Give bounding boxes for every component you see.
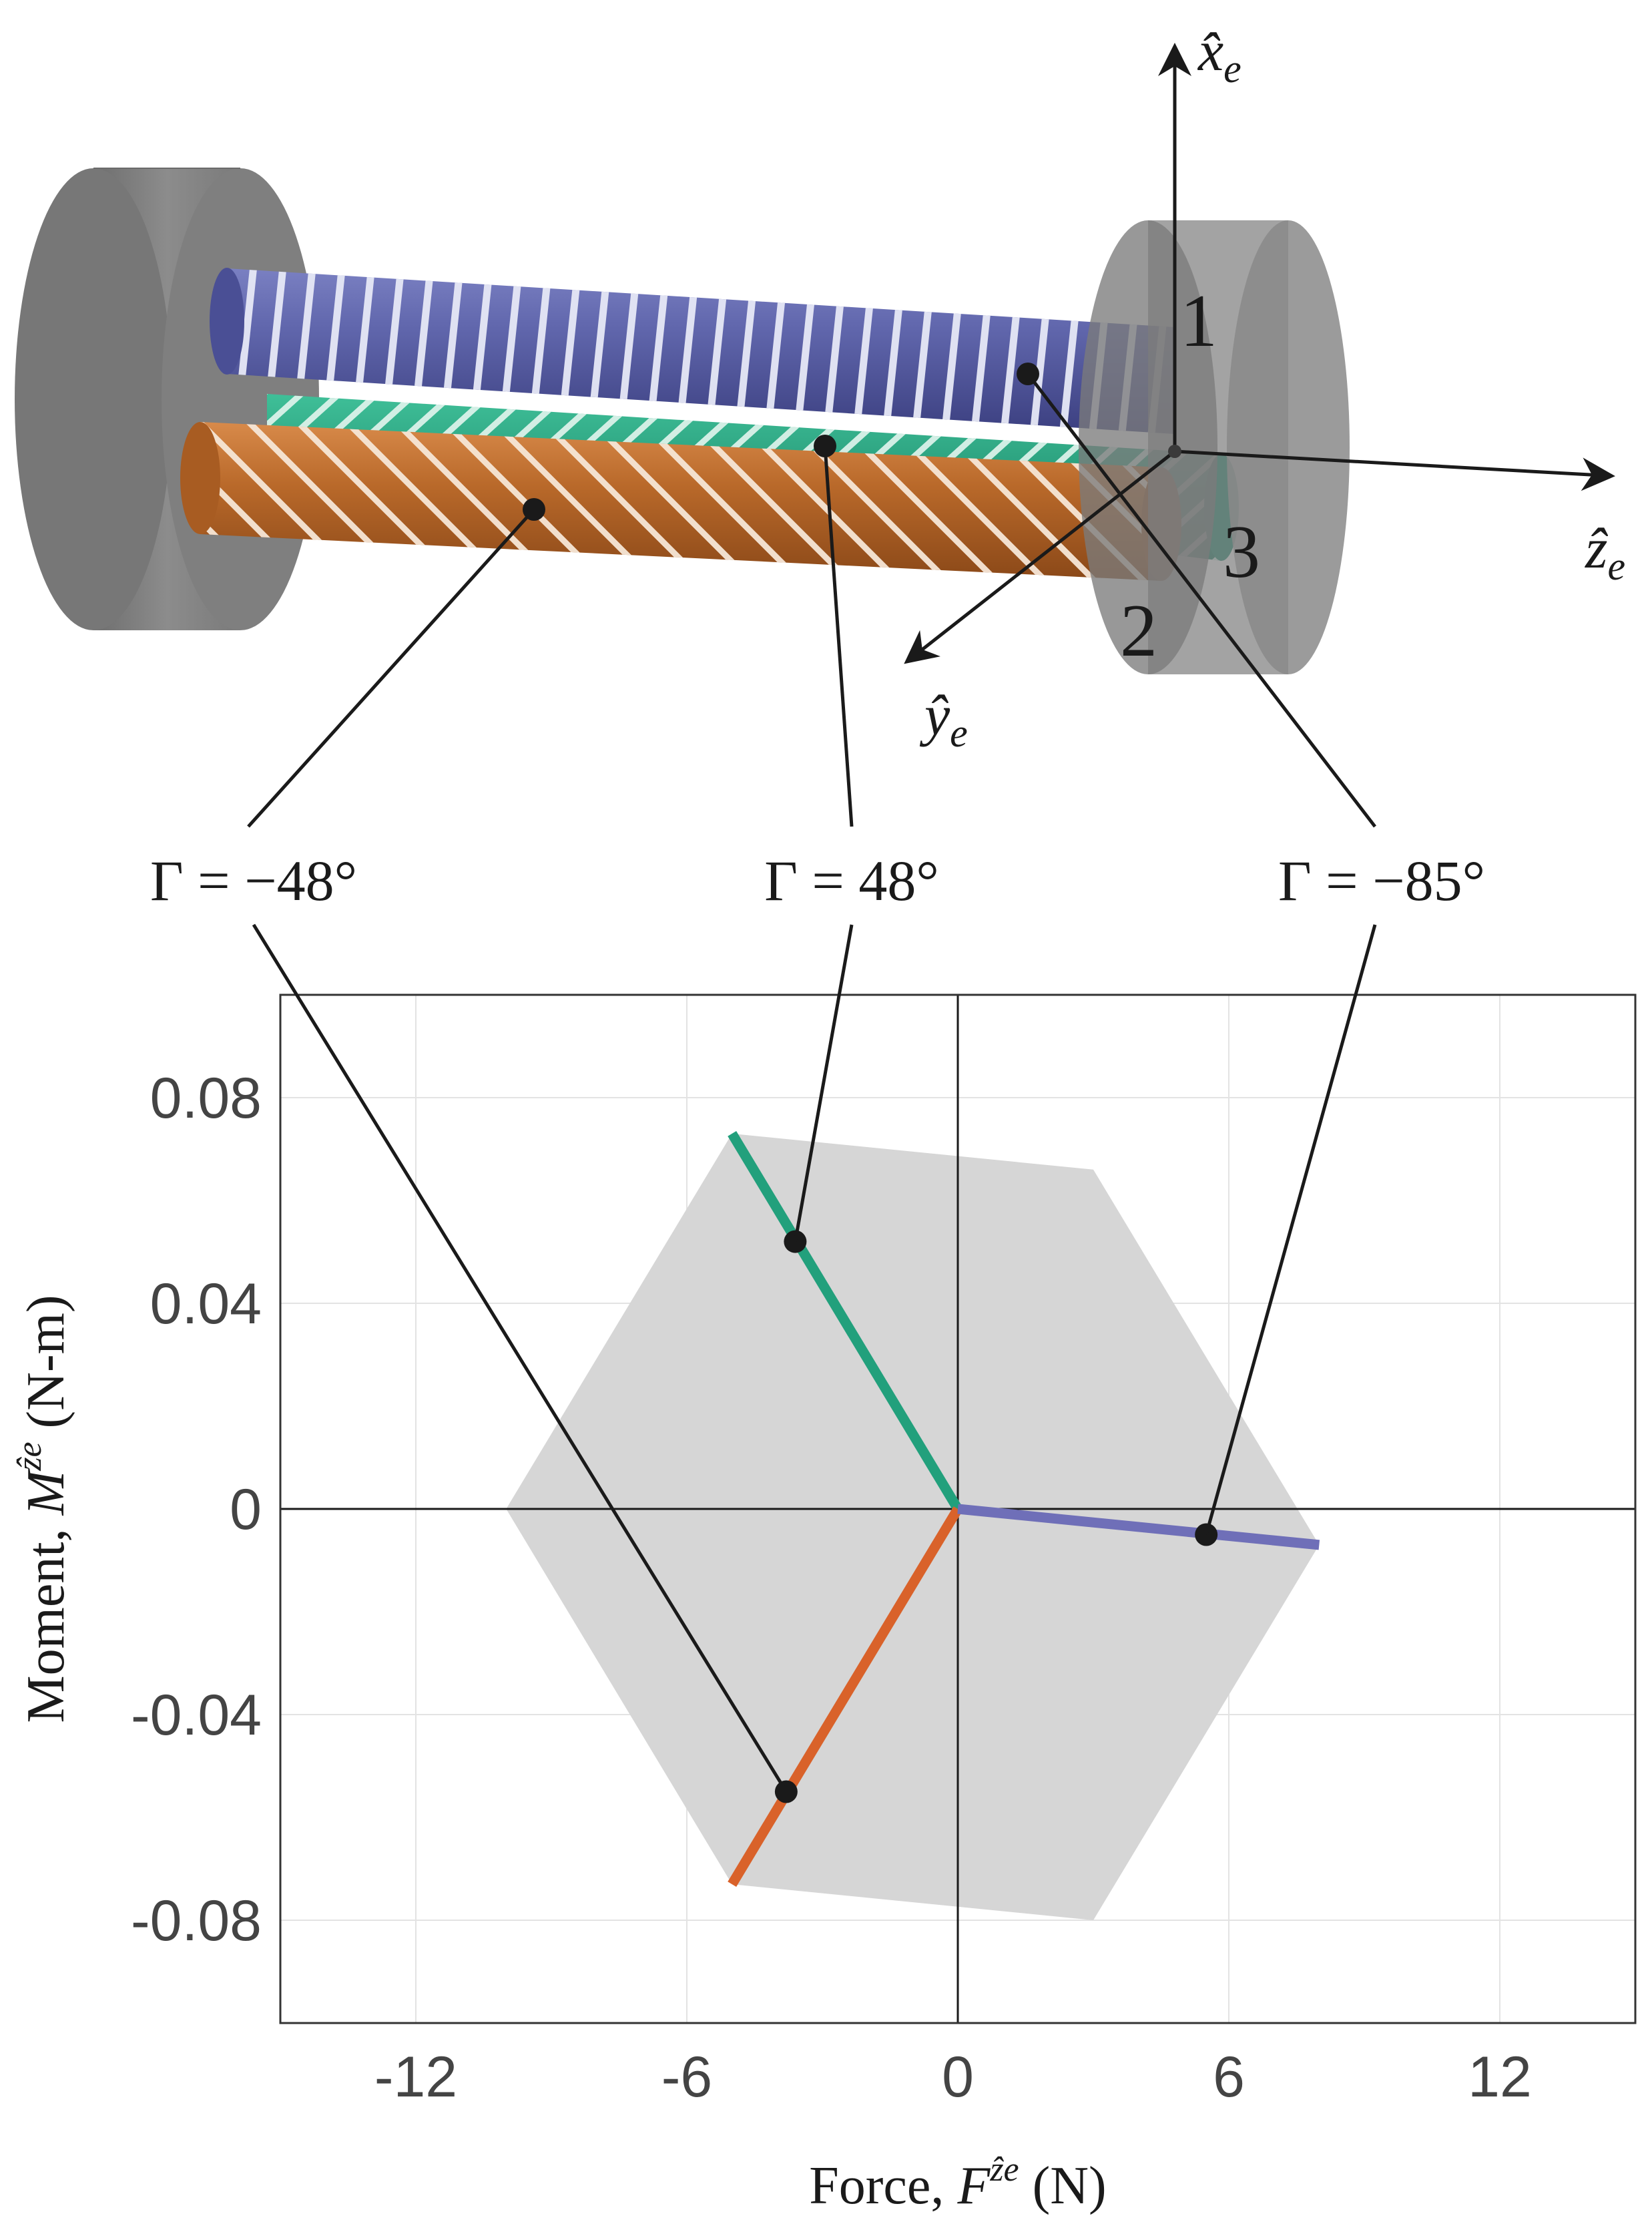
z-axis-arrow xyxy=(1174,449,1615,491)
frame-origin xyxy=(1168,445,1181,458)
orange-cylinder xyxy=(180,422,1181,581)
frame-axes: x̂e ẑe ŷe xyxy=(904,19,1625,755)
actuator-illustration: 1 2 3 x̂e ẑe ŷe xyxy=(15,19,1625,828)
x-axis-title: Force, Fẑe (N) xyxy=(809,2151,1106,2215)
series-line-gamma-neg48 xyxy=(728,1506,962,1887)
callout-gamma-pos48: Γ = 48° xyxy=(764,849,939,913)
chart-leaders xyxy=(252,923,1377,1793)
callout-gamma-neg85: Γ = −85° xyxy=(1278,849,1485,913)
y-tick-label: -0.08 xyxy=(131,1889,262,1953)
actuator-label-1: 1 xyxy=(1180,280,1217,363)
series-line-gamma-neg85 xyxy=(957,1504,1320,1550)
marker-orange-cylinder xyxy=(523,498,545,521)
feasible-region xyxy=(506,1133,1320,1920)
plot-frame xyxy=(279,993,1637,2024)
actuator-label-2: 2 xyxy=(1120,590,1157,672)
chart-leader-2 xyxy=(1204,924,1377,1536)
chart: 0.08 0.04 0 -0.04 -0.08 -12 -6 0 6 12 Force, Fẑe… xyxy=(11,993,1637,2215)
series xyxy=(728,1131,1320,1887)
x-tick-label: 6 xyxy=(1213,2045,1245,2109)
x-tick-labels: -12 -6 0 6 12 xyxy=(374,2045,1532,2109)
x-tick-label: 0 xyxy=(942,2045,974,2109)
x-tick-label: -6 xyxy=(661,2045,712,2109)
marker-blue-cylinder xyxy=(1017,363,1039,385)
y-axis-title: Moment, Mẑe (N-m) xyxy=(11,1295,75,1723)
x-tick-label: 12 xyxy=(1468,2045,1532,2109)
series-line-gamma-pos48 xyxy=(728,1131,962,1512)
blue-cylinder xyxy=(210,268,1175,434)
marker-green-cylinder xyxy=(814,435,836,457)
illustration-leaders xyxy=(247,373,1376,828)
x-tick-label: -12 xyxy=(374,2045,457,2109)
y-tick-label: 0.08 xyxy=(150,1066,262,1130)
y-tick-label: 0.04 xyxy=(150,1272,262,1336)
actuator-label-3: 3 xyxy=(1223,511,1260,594)
y-tick-label: 0 xyxy=(230,1478,262,1542)
y-axis-label: ŷe xyxy=(919,683,968,755)
y-tick-label: -0.04 xyxy=(131,1683,262,1747)
chart-leader-0 xyxy=(252,923,788,1793)
callout-gamma-neg48: Γ = −48° xyxy=(150,849,357,913)
x-axis-label: x̂e xyxy=(1197,19,1242,91)
y-tick-labels: 0.08 0.04 0 -0.04 -0.08 xyxy=(131,1066,262,1953)
chart-leader-1 xyxy=(793,924,854,1243)
z-axis-label: ẑe xyxy=(1585,516,1625,588)
y-axis-arrow xyxy=(904,450,1176,664)
